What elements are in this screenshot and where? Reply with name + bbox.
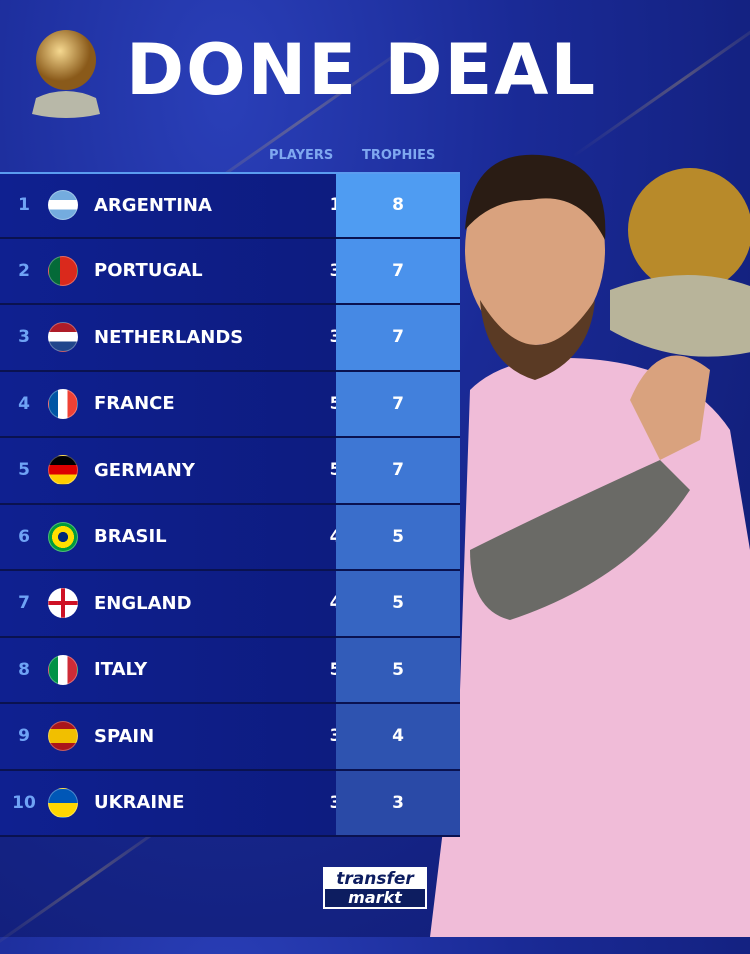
country-name: BRASIL xyxy=(94,526,167,548)
country-name: NETHERLANDS xyxy=(94,326,244,348)
france-flag-icon xyxy=(48,388,78,419)
players-count: 3 xyxy=(289,793,382,813)
table-row: 9 SPAIN 3 4 xyxy=(0,704,460,771)
player-photo xyxy=(430,154,750,937)
players-count: 5 xyxy=(289,460,382,480)
country-name: GERMANY xyxy=(94,459,195,481)
rank: 9 xyxy=(18,726,30,747)
rank: 4 xyxy=(18,393,30,414)
players-count: 4 xyxy=(289,527,382,547)
logo-text-line2: markt xyxy=(325,889,425,907)
players-count: 3 xyxy=(289,726,382,746)
rank: 1 xyxy=(18,195,30,216)
rank: 6 xyxy=(18,526,30,547)
table-row: 2 PORTUGAL 3 7 xyxy=(0,238,460,305)
argentina-flag-icon xyxy=(48,190,78,221)
trophies-count: 3 xyxy=(336,770,460,835)
england-flag-icon xyxy=(48,588,78,619)
page-title: DONE DEAL xyxy=(126,29,598,111)
trophies-count: 7 xyxy=(336,305,460,370)
brazil-flag-icon xyxy=(48,521,78,552)
country-name: SPAIN xyxy=(94,725,155,747)
table-row: 6 BRASIL 4 5 xyxy=(0,504,460,571)
portugal-flag-icon xyxy=(48,255,78,286)
trophies-count: 7 xyxy=(336,238,460,303)
netherlands-flag-icon xyxy=(48,322,78,353)
table-row: 5 GERMANY 5 7 xyxy=(0,438,460,505)
trophies-column-header: TROPHIES xyxy=(362,148,436,163)
players-count: 5 xyxy=(289,394,382,414)
table-row: 4 FRANCE 5 7 xyxy=(0,371,460,438)
italy-flag-icon xyxy=(48,654,78,685)
rank: 7 xyxy=(18,593,30,614)
transfermarkt-logo: transfer markt xyxy=(323,867,427,909)
country-name: ARGENTINA xyxy=(94,194,212,216)
rank: 2 xyxy=(18,260,30,281)
spain-flag-icon xyxy=(48,721,78,752)
country-name: ITALY xyxy=(94,659,148,681)
players-count: 3 xyxy=(289,261,382,281)
trophies-count: 8 xyxy=(336,174,460,237)
country-name: FRANCE xyxy=(94,393,175,415)
logo-text-line1: transfer xyxy=(336,869,414,889)
players-count: 3 xyxy=(289,327,382,347)
ballon-dor-trophy-icon xyxy=(32,30,100,118)
trophies-count: 5 xyxy=(336,571,460,636)
rank: 10 xyxy=(12,792,36,813)
players-count: 5 xyxy=(289,660,382,680)
table-row: 8 ITALY 5 5 xyxy=(0,637,460,704)
rank: 3 xyxy=(18,327,30,348)
players-column-header: PLAYERS xyxy=(269,148,334,163)
rankings-table: 1 ARGENTINA 1 82 PORTUGAL 3 73 NETHERLAN… xyxy=(0,172,460,837)
table-row: 10 UKRAINE 3 3 xyxy=(0,770,460,837)
trophies-count: 4 xyxy=(336,704,460,769)
table-row: 1 ARGENTINA 1 8 xyxy=(0,172,460,239)
players-count: 4 xyxy=(289,593,382,613)
trophies-count: 5 xyxy=(336,504,460,569)
table-row: 3 NETHERLANDS 3 7 xyxy=(0,305,460,372)
country-name: UKRAINE xyxy=(94,792,185,814)
rank: 8 xyxy=(18,659,30,680)
trophies-count: 5 xyxy=(336,637,460,702)
trophies-count: 7 xyxy=(336,438,460,503)
players-count: 1 xyxy=(289,195,382,215)
country-name: PORTUGAL xyxy=(94,260,203,282)
trophies-count: 7 xyxy=(336,371,460,436)
germany-flag-icon xyxy=(48,455,78,486)
ukraine-flag-icon xyxy=(48,787,78,818)
country-name: ENGLAND xyxy=(94,592,192,614)
rank: 5 xyxy=(18,460,30,481)
table-row: 7 ENGLAND 4 5 xyxy=(0,571,460,638)
